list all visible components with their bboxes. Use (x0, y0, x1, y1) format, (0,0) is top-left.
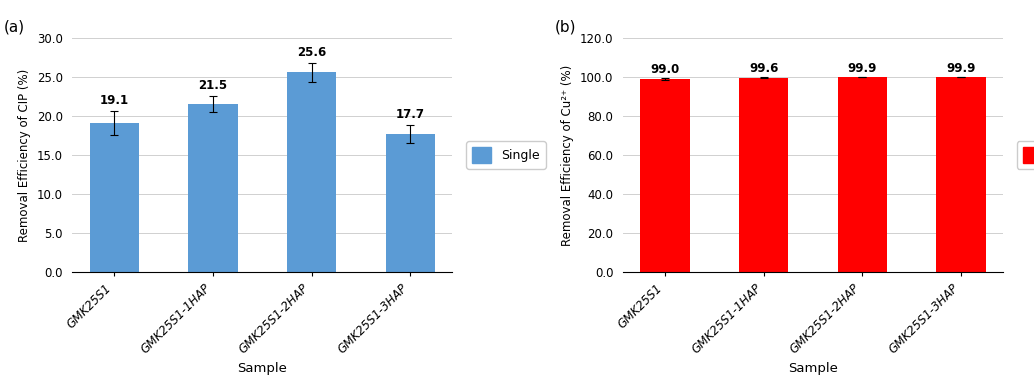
Text: 19.1: 19.1 (99, 94, 129, 107)
Bar (937, 77, 985, 272)
Text: (b): (b) (555, 19, 576, 34)
Bar (838, 77, 887, 272)
Legend: Single: Single (466, 141, 546, 169)
Text: 99.9: 99.9 (848, 62, 877, 75)
Bar (739, 77, 788, 272)
Bar (188, 104, 238, 272)
Bar (287, 72, 336, 272)
Bar (386, 134, 435, 272)
X-axis label: Sample: Sample (238, 361, 287, 375)
X-axis label: Sample: Sample (788, 361, 838, 375)
Y-axis label: Removal Efficiency of Cu²⁺ (%): Removal Efficiency of Cu²⁺ (%) (561, 64, 574, 246)
Text: 17.7: 17.7 (396, 108, 425, 121)
Text: 99.6: 99.6 (749, 62, 779, 75)
Text: 99.9: 99.9 (946, 62, 976, 75)
Text: 21.5: 21.5 (199, 79, 227, 93)
Bar (90, 123, 139, 272)
Text: 99.0: 99.0 (650, 63, 679, 76)
Legend: Single: Single (1016, 141, 1034, 169)
Text: 25.6: 25.6 (297, 46, 327, 59)
Text: (a): (a) (4, 19, 25, 34)
Y-axis label: Removal Efficiency of CIP (%): Removal Efficiency of CIP (%) (19, 68, 31, 242)
Bar (640, 79, 690, 272)
